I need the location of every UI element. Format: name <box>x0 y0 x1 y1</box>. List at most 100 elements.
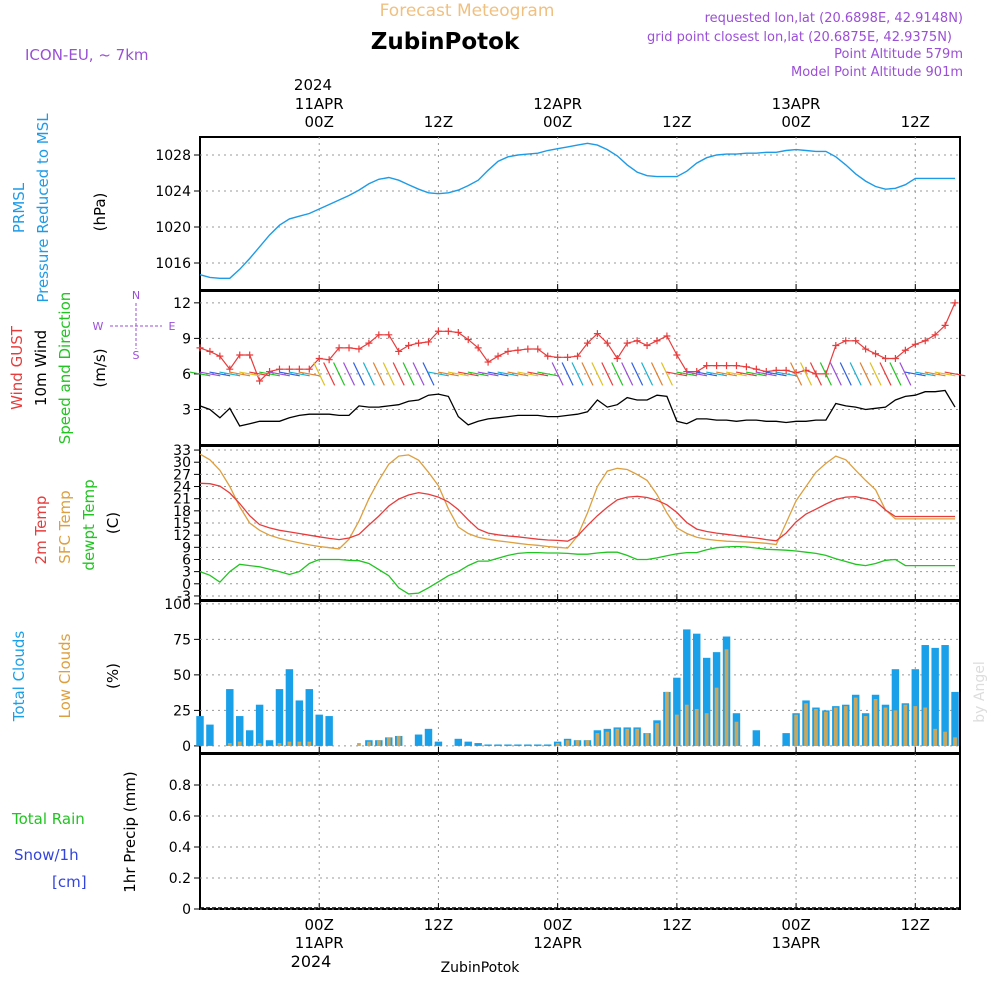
gust-marker <box>613 355 621 363</box>
total-clouds-bar <box>236 716 244 746</box>
total-clouds-bar <box>534 744 542 746</box>
total-clouds-bar <box>524 744 532 746</box>
wind-direction-arrow <box>735 371 757 377</box>
y-tick-label: 25 <box>173 703 191 719</box>
total-clouds-bar <box>951 691 959 746</box>
top-date-label: 12APR <box>533 95 582 113</box>
precip-ylabel: 1hr Precip (mm) <box>121 771 139 892</box>
total-clouds-bar <box>484 744 492 746</box>
gust-marker <box>504 347 512 355</box>
y-tick-label: -3 <box>177 589 191 605</box>
low-clouds-bar <box>357 743 361 746</box>
wind-direction-arrow <box>775 371 797 377</box>
gust-marker <box>554 353 562 361</box>
wind-direction-arrow <box>631 362 644 386</box>
low-clouds-bar <box>913 706 918 746</box>
wind-direction-arrow <box>755 371 777 377</box>
y-tick-label: 0 <box>182 902 191 918</box>
wind-direction-arrow <box>497 371 519 377</box>
total-clouds-bar <box>245 730 254 746</box>
gust-marker <box>256 377 264 385</box>
gust-marker <box>325 356 333 364</box>
wind-direction-arrow <box>611 362 624 386</box>
top-hour-label: 00Z <box>781 113 810 131</box>
total-clouds-bar <box>504 744 512 746</box>
low-clouds-bar <box>873 699 878 746</box>
2m-temp-line <box>199 482 955 542</box>
gust-marker <box>464 336 472 344</box>
wind-direction-arrow <box>259 371 280 377</box>
total-clouds-bar <box>295 700 304 746</box>
low-clouds-bar <box>883 707 888 746</box>
gust-marker <box>643 341 651 349</box>
total-clouds-bar <box>782 733 790 746</box>
gust-marker <box>901 346 909 354</box>
wind-direction-arrow <box>924 371 946 377</box>
total-clouds-bar <box>514 744 522 746</box>
point-altitude: Point Altitude 579m <box>834 47 963 62</box>
y-tick-label: 0.6 <box>169 809 191 825</box>
low-clouds-bar <box>257 743 262 746</box>
y-tick-label: 27 <box>173 467 191 483</box>
legend-prmsl: PRMSL <box>10 182 28 233</box>
gust-marker <box>514 346 522 354</box>
gust-marker <box>593 330 601 338</box>
wind-direction-arrow <box>581 362 594 386</box>
precip-panel: 0 0.2 0.4 0.6 0.8 <box>169 753 961 918</box>
low-clouds-bar <box>396 735 401 746</box>
gust-marker <box>375 331 383 339</box>
total-clouds-bar <box>315 714 323 746</box>
gust-marker <box>951 299 959 307</box>
y-tick-label: 15 <box>173 516 191 532</box>
total-clouds-bar <box>931 647 939 746</box>
gust-marker <box>732 362 740 370</box>
bottom-date-label: 12APR <box>533 934 582 952</box>
legend-sfc-temp: SFC Temp <box>56 490 74 563</box>
gust-marker <box>832 341 840 349</box>
y-tick-label: 0.2 <box>169 871 191 887</box>
gust-marker <box>305 365 313 373</box>
compass-s: S <box>133 349 140 362</box>
top-hour-label: 00Z <box>543 113 572 131</box>
low-clouds-bar <box>893 710 898 746</box>
y-tick-label: 1020 <box>155 220 191 236</box>
gust-marker <box>345 344 353 352</box>
wind-direction-arrow <box>427 371 449 377</box>
low-clouds-bar <box>794 714 798 746</box>
y-tick-label: 100 <box>164 597 191 613</box>
top-year-label: 2024 <box>294 76 332 94</box>
gust-marker <box>246 351 254 359</box>
gust-marker <box>663 332 671 340</box>
low-clouds-bar <box>724 649 729 746</box>
gust-marker <box>603 339 611 347</box>
compass-e: E <box>169 320 176 333</box>
panel-frame <box>199 290 961 446</box>
panel-frame <box>199 753 961 910</box>
wind-direction-arrow <box>447 371 469 377</box>
legend-pressure-msl: Pressure Reduced to MSL <box>34 113 52 303</box>
bottom-hour-label: 00Z <box>781 916 810 934</box>
y-tick-label: 24 <box>173 480 191 496</box>
gust-marker <box>564 353 572 361</box>
total-clouds-bar <box>474 743 482 746</box>
wind-direction-arrow <box>726 371 747 377</box>
low-clouds-bar <box>804 703 808 746</box>
top-hour-label: 00Z <box>305 113 334 131</box>
wind-direction-arrow <box>601 362 614 386</box>
gust-marker <box>544 352 552 360</box>
wind-direction-arrow <box>706 371 728 377</box>
gust-marker <box>444 327 452 335</box>
gust-marker <box>524 345 532 353</box>
low-clouds-bar <box>376 740 381 746</box>
low-clouds-bar <box>684 704 689 746</box>
wind-direction-arrow <box>437 371 459 377</box>
total-clouds-bar <box>921 645 929 746</box>
gust-marker <box>534 345 542 353</box>
low-clouds-bar <box>933 728 938 746</box>
gust-marker <box>862 345 870 353</box>
y-tick-label: 0 <box>182 577 191 593</box>
footer-location: ZubinPotok <box>441 960 521 976</box>
wind-direction-arrow <box>219 371 241 377</box>
chart-title: Forecast Meteogram <box>380 1 555 21</box>
